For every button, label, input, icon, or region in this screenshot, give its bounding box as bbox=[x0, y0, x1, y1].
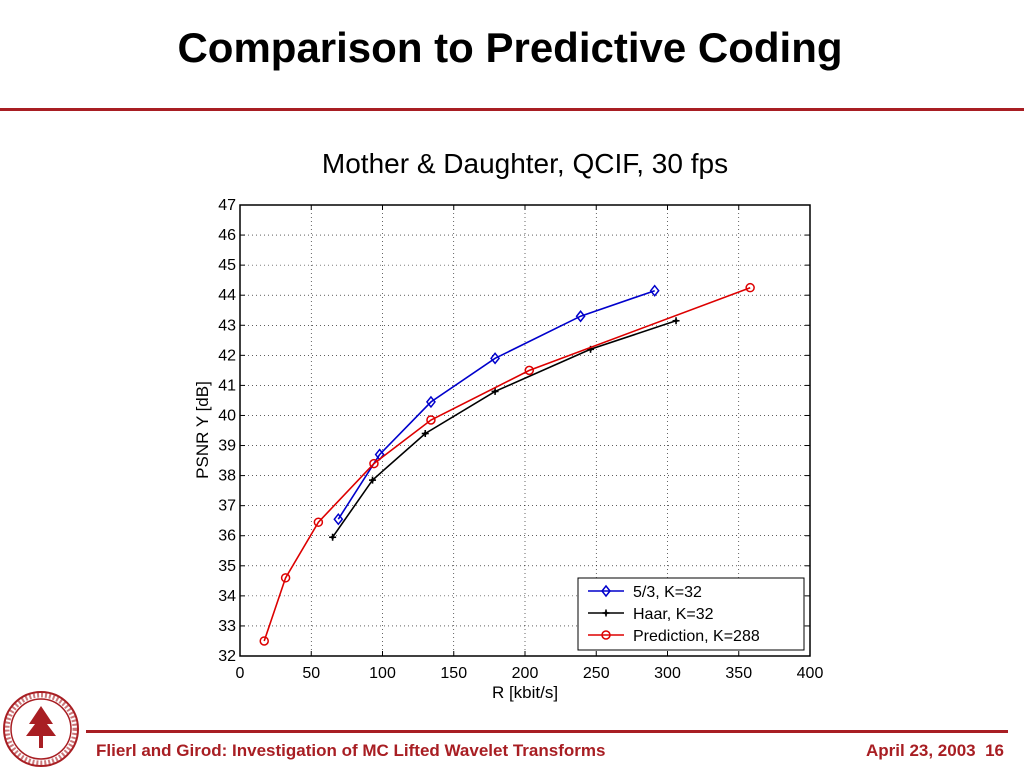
x-tick-label: 150 bbox=[440, 665, 467, 682]
data-point bbox=[491, 387, 499, 395]
y-tick-label: 36 bbox=[218, 528, 236, 545]
data-point bbox=[369, 476, 377, 484]
footer-right: April 23, 2003 16 bbox=[866, 741, 1004, 761]
y-tick-label: 42 bbox=[218, 347, 236, 364]
slide-title: Comparison to Predictive Coding bbox=[177, 24, 843, 71]
data-point bbox=[421, 430, 429, 438]
footer-date: April 23, 2003 bbox=[866, 741, 976, 760]
data-point bbox=[425, 395, 436, 409]
legend-label: 5/3, K=32 bbox=[633, 584, 702, 601]
grid bbox=[240, 205, 810, 656]
marker-dot bbox=[604, 611, 608, 615]
x-tick-label: 350 bbox=[725, 665, 752, 682]
y-tick-label: 47 bbox=[218, 197, 236, 214]
x-tick-label: 400 bbox=[797, 665, 824, 682]
title-divider bbox=[0, 108, 1024, 111]
series-2 bbox=[329, 317, 680, 541]
data-point bbox=[524, 365, 535, 376]
legend-marker bbox=[602, 609, 610, 617]
marker-dot bbox=[674, 319, 678, 323]
series-line bbox=[331, 320, 677, 538]
series-group bbox=[259, 282, 755, 646]
y-tick-label: 41 bbox=[218, 377, 236, 394]
y-tick-label: 45 bbox=[218, 257, 236, 274]
y-tick-label: 46 bbox=[218, 227, 236, 244]
data-point bbox=[649, 284, 660, 297]
legend: 5/3, K=32 Haar, K=32 Prediction, K=288 bbox=[577, 577, 805, 651]
data-point bbox=[313, 517, 324, 527]
data-point bbox=[329, 533, 337, 541]
series-1 bbox=[333, 284, 660, 526]
data-point bbox=[280, 573, 291, 583]
data-point bbox=[490, 352, 501, 365]
series-line bbox=[263, 286, 751, 642]
x-tick-label: 200 bbox=[512, 665, 539, 682]
marker-dot bbox=[423, 431, 427, 436]
x-axis-label: R [kbit/s] bbox=[492, 683, 558, 702]
series-3 bbox=[259, 282, 755, 646]
stanford-seal-logo bbox=[3, 691, 79, 767]
marker-dot bbox=[370, 478, 375, 482]
y-tick-label: 34 bbox=[218, 588, 236, 605]
axis-ticks: 0 50 100 150 200 250 300 350 400 32 33 34 35 36 37 38 39… bbox=[218, 197, 823, 682]
data-point bbox=[745, 282, 755, 293]
footer-citation: Flierl and Girod: Investigation of MC Li… bbox=[96, 741, 606, 760]
legend-marker bbox=[601, 630, 611, 640]
legend-label: Prediction, K=288 bbox=[633, 628, 760, 645]
y-tick-label: 33 bbox=[218, 618, 236, 635]
data-point bbox=[369, 458, 379, 469]
data-point bbox=[672, 317, 680, 325]
y-tick-label: 32 bbox=[218, 648, 236, 665]
chart-title: Mother & Daughter, QCIF, 30 fps bbox=[322, 148, 728, 179]
page-number: 16 bbox=[985, 741, 1004, 760]
data-point bbox=[259, 636, 269, 646]
legend-item: Prediction, K=288 bbox=[588, 628, 760, 645]
y-axis-label: PSNR Y [dB] bbox=[193, 381, 212, 479]
y-tick-label: 44 bbox=[218, 287, 236, 304]
legend-box bbox=[577, 577, 805, 651]
y-tick-label: 40 bbox=[218, 407, 236, 424]
psnr-rate-chart: Mother & Daughter, QCIF, 30 fps 0 50 100 15… bbox=[193, 148, 823, 702]
y-tick-label: 37 bbox=[218, 498, 236, 515]
marker-dot bbox=[493, 389, 497, 394]
x-tick-label: 100 bbox=[369, 665, 396, 682]
y-tick-label: 39 bbox=[218, 438, 236, 455]
x-tick-label: 50 bbox=[302, 665, 320, 682]
data-point bbox=[426, 415, 436, 425]
y-tick-label: 35 bbox=[218, 558, 236, 575]
legend-label: Haar, K=32 bbox=[633, 606, 714, 623]
legend-item: 5/3, K=32 bbox=[588, 584, 702, 601]
y-tick-label: 43 bbox=[218, 317, 236, 334]
marker-dot bbox=[331, 535, 335, 539]
legend-marker bbox=[601, 584, 611, 598]
data-point bbox=[333, 512, 344, 526]
x-tick-label: 250 bbox=[583, 665, 610, 682]
x-tick-label: 300 bbox=[654, 665, 681, 682]
y-tick-label: 38 bbox=[218, 468, 236, 485]
data-point bbox=[575, 310, 586, 323]
legend-item: Haar, K=32 bbox=[588, 606, 714, 623]
footer-divider bbox=[86, 730, 1008, 733]
x-tick-label: 0 bbox=[236, 665, 245, 682]
